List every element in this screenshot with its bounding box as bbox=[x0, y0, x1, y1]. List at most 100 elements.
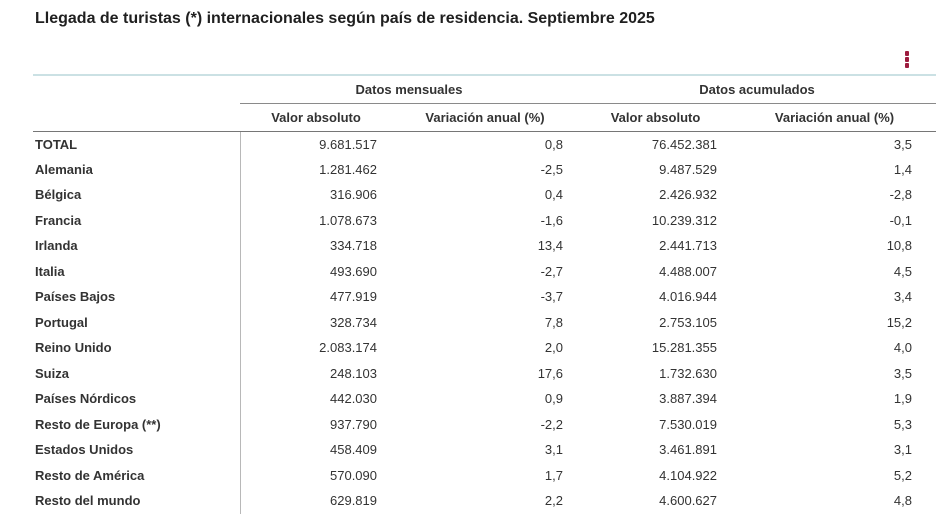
monthly-absolute-value: 2.083.174 bbox=[319, 340, 377, 356]
monthly-absolute-value: 458.409 bbox=[330, 442, 377, 458]
row-label: Resto de Europa (**) bbox=[33, 411, 241, 437]
table-row: Reino Unido 2.083.174 2,0 15.281.355 4,0 bbox=[33, 335, 936, 361]
row-label: Países Bajos bbox=[33, 284, 241, 310]
accumulated-absolute-value: 2.441.713 bbox=[659, 238, 717, 254]
monthly-absolute-value: 937.790 bbox=[330, 416, 377, 432]
row-label: Resto del mundo bbox=[33, 488, 241, 514]
monthly-absolute-value: 1.281.462 bbox=[319, 161, 377, 177]
accumulated-variation-value: 5,2 bbox=[893, 467, 912, 483]
monthly-absolute-value: 328.734 bbox=[330, 314, 377, 330]
accumulated-variation-value: 4,0 bbox=[893, 340, 912, 356]
column-group-row: Datos mensuales Datos acumulados bbox=[33, 77, 936, 104]
accumulated-variation-value: 4,5 bbox=[893, 263, 912, 279]
accumulated-variation-value: 3,4 bbox=[893, 289, 912, 305]
accumulated-absolute-value: 3.461.891 bbox=[659, 442, 717, 458]
table-row: Resto de Europa (**) 937.790 -2,2 7.530.019… bbox=[33, 411, 936, 437]
monthly-variation-value: -2,7 bbox=[540, 263, 563, 279]
table-corner-cell bbox=[33, 103, 240, 132]
accumulated-absolute-value: 15.281.355 bbox=[651, 340, 717, 356]
horizontal-divider bbox=[33, 74, 936, 76]
column-header-monthly-variation: Variación anual (%) bbox=[392, 103, 578, 132]
table-row: Alemania 1.281.462 -2,5 9.487.529 1,4 bbox=[33, 156, 936, 182]
monthly-variation-value: 1,7 bbox=[544, 467, 563, 483]
accumulated-absolute-value: 10.239.312 bbox=[651, 212, 717, 228]
table-row: Italia 493.690 -2,7 4.488.007 4,5 bbox=[33, 258, 936, 284]
kebab-menu-icon bbox=[905, 50, 909, 56]
monthly-variation-value: 0,8 bbox=[544, 136, 563, 152]
monthly-variation-value: 0,4 bbox=[544, 187, 563, 203]
accumulated-absolute-value: 4.488.007 bbox=[659, 263, 717, 279]
monthly-absolute-value: 442.030 bbox=[330, 391, 377, 407]
accumulated-variation-value: 3,1 bbox=[893, 442, 912, 458]
accumulated-absolute-value: 2.426.932 bbox=[659, 187, 717, 203]
column-header-monthly-absolute: Valor absoluto bbox=[240, 103, 392, 132]
table-row: Estados Unidos 458.409 3,1 3.461.891 3,1 bbox=[33, 437, 936, 463]
page-title: Llegada de turistas (*) internacionales … bbox=[35, 10, 655, 27]
monthly-variation-value: 17,6 bbox=[537, 365, 563, 381]
monthly-absolute-value: 629.819 bbox=[330, 493, 377, 509]
accumulated-absolute-value: 4.600.627 bbox=[659, 493, 717, 509]
column-header-row: Valor absoluto Variación anual (%) Valor… bbox=[33, 103, 936, 132]
accumulated-variation-value: 1,4 bbox=[893, 161, 912, 177]
row-label: Italia bbox=[33, 258, 241, 284]
monthly-variation-value: 2,0 bbox=[544, 340, 563, 356]
monthly-absolute-value: 477.919 bbox=[330, 289, 377, 305]
row-label: Irlanda bbox=[33, 233, 241, 259]
row-label: Alemania bbox=[33, 156, 241, 182]
accumulated-variation-value: 15,2 bbox=[886, 314, 912, 330]
kebab-menu-icon bbox=[905, 62, 909, 68]
table-row: Bélgica 316.906 0,4 2.426.932 -2,8 bbox=[33, 182, 936, 208]
accumulated-variation-value: 3,5 bbox=[893, 365, 912, 381]
accumulated-variation-value: 4,8 bbox=[893, 493, 912, 509]
monthly-variation-value: 3,1 bbox=[544, 442, 563, 458]
row-label: Reino Unido bbox=[33, 335, 241, 361]
table-row: Portugal 328.734 7,8 2.753.105 15,2 bbox=[33, 309, 936, 335]
monthly-variation-value: 0,9 bbox=[544, 391, 563, 407]
accumulated-absolute-value: 1.732.630 bbox=[659, 365, 717, 381]
monthly-absolute-value: 334.718 bbox=[330, 238, 377, 254]
accumulated-absolute-value: 7.530.019 bbox=[659, 416, 717, 432]
column-group-accumulated: Datos acumulados bbox=[578, 77, 936, 104]
accumulated-variation-value: 10,8 bbox=[886, 238, 912, 254]
tourist-arrivals-table: Datos mensuales Datos acumulados Valor a… bbox=[33, 77, 936, 514]
row-label: Bélgica bbox=[33, 182, 241, 208]
row-label: Portugal bbox=[33, 309, 241, 335]
monthly-variation-value: -3,7 bbox=[540, 289, 563, 305]
table-row: Resto del mundo 629.819 2,2 4.600.627 4,8 bbox=[33, 488, 936, 514]
accumulated-variation-value: 3,5 bbox=[893, 136, 912, 152]
monthly-absolute-value: 248.103 bbox=[330, 365, 377, 381]
kebab-menu-icon bbox=[905, 56, 909, 62]
row-label: Francia bbox=[33, 207, 241, 233]
monthly-variation-value: -1,6 bbox=[540, 212, 563, 228]
table-row: Países Bajos 477.919 -3,7 4.016.944 3,4 bbox=[33, 284, 936, 310]
monthly-absolute-value: 9.681.517 bbox=[319, 136, 377, 152]
accumulated-absolute-value: 76.452.381 bbox=[651, 136, 717, 152]
accumulated-variation-value: -2,8 bbox=[889, 187, 912, 203]
accumulated-variation-value: 5,3 bbox=[893, 416, 912, 432]
column-group-monthly: Datos mensuales bbox=[240, 77, 578, 104]
table-header: Datos mensuales Datos acumulados Valor a… bbox=[33, 77, 936, 132]
monthly-variation-value: -2,5 bbox=[540, 161, 563, 177]
column-header-accumulated-variation: Variación anual (%) bbox=[733, 103, 936, 132]
table-row: Irlanda 334.718 13,4 2.441.713 10,8 bbox=[33, 233, 936, 259]
row-label: Suiza bbox=[33, 360, 241, 386]
monthly-variation-value: 2,2 bbox=[544, 493, 563, 509]
accumulated-absolute-value: 4.016.944 bbox=[659, 289, 717, 305]
accumulated-variation-value: 1,9 bbox=[893, 391, 912, 407]
column-header-accumulated-absolute: Valor absoluto bbox=[578, 103, 733, 132]
accumulated-absolute-value: 9.487.529 bbox=[659, 161, 717, 177]
monthly-absolute-value: 570.090 bbox=[330, 467, 377, 483]
monthly-variation-value: 13,4 bbox=[537, 238, 563, 254]
row-label: TOTAL bbox=[33, 131, 241, 157]
row-label: Estados Unidos bbox=[33, 437, 241, 463]
table-corner-cell bbox=[33, 77, 240, 103]
monthly-absolute-value: 316.906 bbox=[330, 187, 377, 203]
table-row: Países Nórdicos 442.030 0,9 3.887.394 1,9 bbox=[33, 386, 936, 412]
table-row: Resto de América 570.090 1,7 4.104.922 5,2 bbox=[33, 462, 936, 488]
table-row: Francia 1.078.673 -1,6 10.239.312 -0,1 bbox=[33, 207, 936, 233]
monthly-variation-value: 7,8 bbox=[544, 314, 563, 330]
monthly-absolute-value: 493.690 bbox=[330, 263, 377, 279]
monthly-absolute-value: 1.078.673 bbox=[319, 212, 377, 228]
kebab-menu-button[interactable] bbox=[898, 48, 916, 70]
